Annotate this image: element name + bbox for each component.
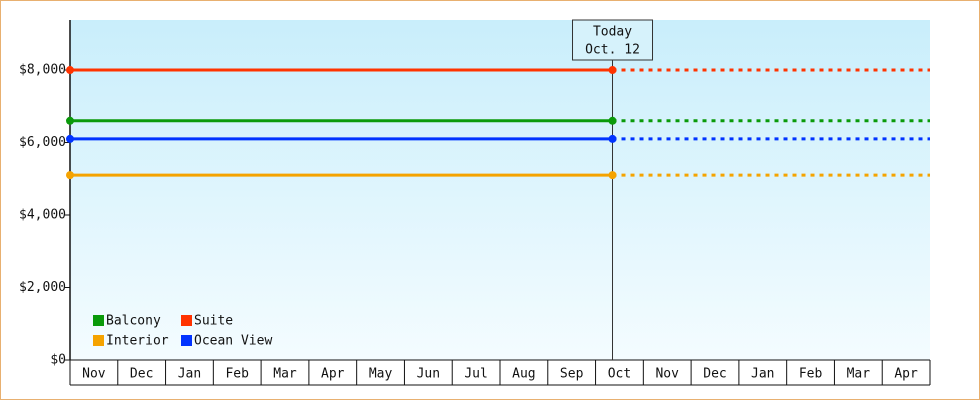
y-tick-label: $6,000 xyxy=(19,135,66,150)
y-tick-label: $0 xyxy=(50,353,66,368)
legend-label: Ocean View xyxy=(194,334,272,349)
plot-area xyxy=(70,20,930,360)
x-tick-label: Apr xyxy=(894,367,918,382)
legend-swatch xyxy=(181,315,192,326)
x-tick-label: Mar xyxy=(847,367,871,382)
legend-swatch xyxy=(181,335,192,346)
x-tick-label: Feb xyxy=(225,367,249,382)
x-tick-label: Jul xyxy=(464,367,487,382)
x-tick-label: Aug xyxy=(512,367,535,382)
today-label: Today xyxy=(593,25,632,40)
x-tick-label: May xyxy=(369,367,393,382)
today-callout xyxy=(572,19,654,61)
series-point xyxy=(608,171,617,180)
legend-swatch xyxy=(93,315,104,326)
series-point xyxy=(66,116,74,125)
legend-label: Suite xyxy=(194,314,233,329)
legend-label: Balcony xyxy=(106,314,161,329)
series-point xyxy=(66,171,74,180)
x-tick-label: Jan xyxy=(751,367,774,382)
x-tick-label: Mar xyxy=(273,367,297,382)
y-tick-label: $2,000 xyxy=(19,280,66,295)
series-point xyxy=(66,66,74,75)
x-tick-label: Feb xyxy=(799,367,823,382)
series-point xyxy=(66,134,74,143)
x-tick-label: Dec xyxy=(130,367,153,382)
y-tick-label: $8,000 xyxy=(19,63,66,78)
x-tick-label: Jan xyxy=(178,367,201,382)
x-tick-label: Nov xyxy=(655,367,679,382)
legend-label: Interior xyxy=(106,334,169,349)
x-tick-label: Sep xyxy=(560,367,584,382)
x-tick-label: Nov xyxy=(82,367,106,382)
series-point xyxy=(608,134,617,143)
x-tick-label: Oct xyxy=(608,367,631,382)
legend-swatch xyxy=(93,335,104,346)
x-tick-label: Dec xyxy=(703,367,726,382)
y-tick-label: $4,000 xyxy=(19,208,66,223)
series-point xyxy=(608,66,617,75)
today-date: Oct. 12 xyxy=(585,43,640,58)
x-tick-label: Apr xyxy=(321,367,345,382)
series-point xyxy=(608,116,617,125)
x-tick-label: Jun xyxy=(417,367,440,382)
